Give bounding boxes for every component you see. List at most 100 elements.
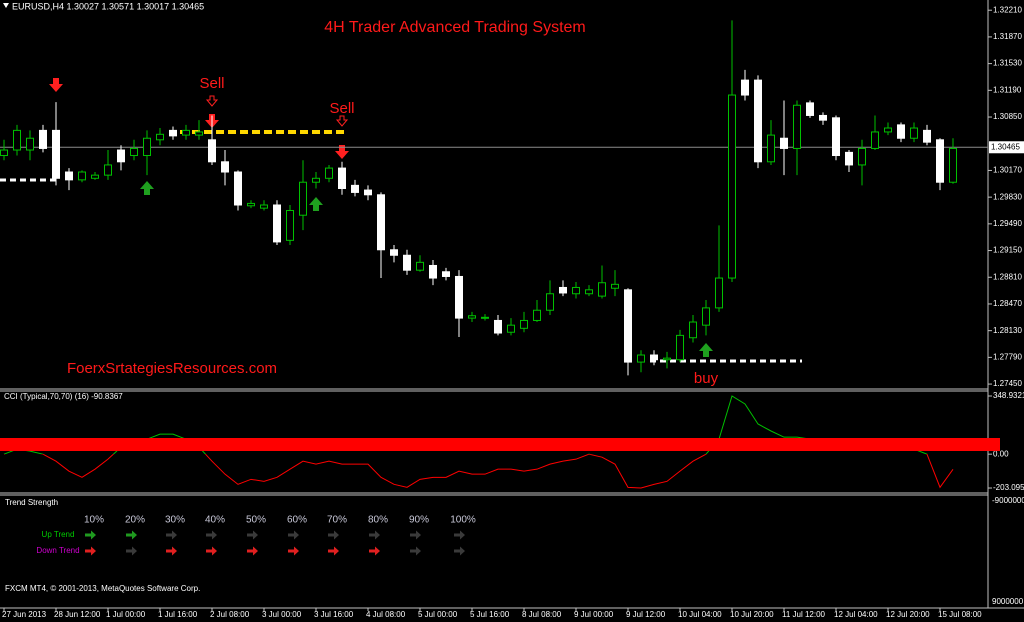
x-tick-label: 11 Jul 12:00 (782, 610, 826, 619)
candle-body (169, 129, 177, 137)
y-tick-label: 1.28470 (993, 299, 1022, 308)
cci-line-negative (3, 454, 954, 489)
trend-arrow (288, 546, 299, 556)
buy-arrows (140, 181, 713, 357)
row-label: Up Trend (42, 530, 75, 539)
column-header: 70% (327, 515, 347, 526)
y-tick-label: 1.32210 (993, 5, 1022, 14)
candle-body (572, 286, 580, 295)
candle-body (325, 167, 333, 179)
column-header: 80% (368, 515, 388, 526)
trend-arrow (166, 546, 177, 556)
candle-body (195, 131, 203, 136)
candle-body (845, 151, 853, 166)
x-tick-label: 9 Jul 00:00 (574, 610, 614, 619)
candle-body (104, 164, 112, 176)
y-tick-label: 1.31870 (993, 32, 1022, 41)
candle-body (442, 271, 450, 277)
candle-body (52, 129, 60, 179)
x-tick-label: 10 Jul 04:00 (678, 610, 722, 619)
candle-body (468, 315, 476, 319)
y-tick-label: 0.00 (993, 449, 1009, 458)
trend-arrow (247, 546, 258, 556)
hollow-arrows (205, 95, 349, 127)
x-tick-label: 1 Jul 00:00 (106, 610, 146, 619)
trend-arrow (288, 530, 299, 540)
trend-arrow (454, 546, 465, 556)
candle-body (455, 275, 463, 319)
column-header: 40% (205, 515, 225, 526)
column-header: 30% (165, 515, 185, 526)
trend-arrow (328, 530, 339, 540)
symbol-icon (3, 3, 9, 8)
column-header: 100% (450, 515, 476, 526)
candle-body (416, 261, 424, 271)
trend-arrow (85, 546, 96, 556)
candle-body (923, 129, 931, 143)
y-tick-label: 1.27450 (993, 379, 1022, 388)
candle-body (520, 319, 528, 329)
trend-arrow (85, 530, 96, 540)
annotation: Sell (199, 75, 224, 92)
hollow-arrow (335, 115, 349, 127)
sell-arrow (335, 145, 349, 159)
candle-body (624, 289, 632, 363)
candle-body (390, 249, 398, 256)
candle-body (260, 204, 268, 209)
x-tick-label: 27 Jun 2013 (2, 610, 47, 619)
candle-body (819, 114, 827, 121)
x-tick-label: 28 Jun 12:00 (54, 610, 101, 619)
candle-body (689, 321, 697, 339)
buy-arrow (699, 343, 713, 357)
x-tick-label: 3 Jul 16:00 (314, 610, 354, 619)
candle-body (65, 171, 73, 181)
current-price-box (989, 141, 1024, 154)
column-header: 60% (287, 515, 307, 526)
y-tick-label: -203.0952 (993, 483, 1024, 492)
candle-body (728, 94, 736, 279)
candle-body (663, 357, 671, 361)
x-tick-label: 9 Jul 12:00 (626, 610, 666, 619)
candle-body (754, 79, 762, 163)
y-tick-label: 1.30170 (993, 166, 1022, 175)
y-tick-label: 1.29150 (993, 246, 1022, 255)
column-header: 20% (125, 515, 145, 526)
candle-body (702, 307, 710, 326)
buy-arrow (140, 181, 154, 195)
buy-arrow (309, 197, 323, 211)
candle-body (273, 204, 281, 243)
row-label: Down Trend (36, 546, 79, 555)
scale-label: -9000000 (992, 496, 1024, 505)
candle-body (949, 147, 957, 183)
x-tick-label: 12 Jul 04:00 (834, 610, 878, 619)
candle-body (871, 131, 879, 149)
trend-arrow (369, 530, 380, 540)
candle-body (767, 134, 775, 163)
candle-body (429, 264, 437, 279)
trend-arrow (410, 530, 421, 540)
candle-body (130, 147, 138, 157)
candle-body (0, 149, 8, 157)
trend-arrow (410, 546, 421, 556)
trend-arrow (206, 546, 217, 556)
x-tick-label: 5 Jul 00:00 (418, 610, 458, 619)
candle-body (247, 202, 255, 207)
annotation: FoerxSrtategiesResources.com (67, 360, 277, 377)
current-price-label: 1.30465 (991, 142, 1020, 151)
y-tick-label: 1.28810 (993, 272, 1022, 281)
candle-body (494, 319, 502, 334)
candle-body (117, 149, 125, 163)
candle-body (143, 137, 151, 157)
trend-arrow (126, 546, 137, 556)
y-tick-label: 1.29490 (993, 219, 1022, 228)
candle-body (715, 277, 723, 309)
candle-body (793, 104, 801, 149)
trend-arrow (247, 530, 258, 540)
x-tick-label: 3 Jul 00:00 (262, 610, 302, 619)
trend-arrow (206, 530, 217, 540)
candle-body (806, 102, 814, 116)
y-tick-label: 1.27790 (993, 352, 1022, 361)
annotation: buy (694, 370, 719, 387)
hollow-arrow (205, 95, 219, 107)
